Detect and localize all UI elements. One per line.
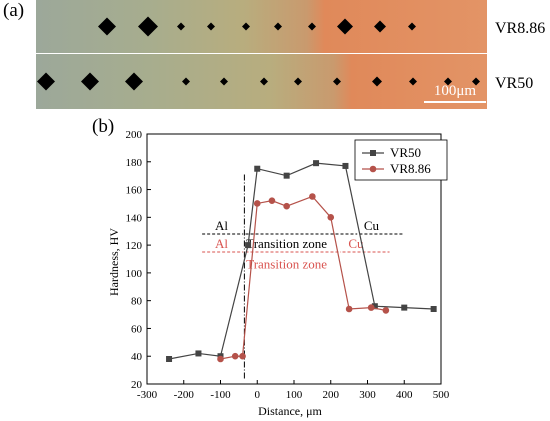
hardness-indent-mark (207, 22, 215, 31)
y-tick-label: 180 (126, 157, 143, 169)
micrograph-label-vr50: VR50 (495, 75, 534, 92)
data-point-vr50 (401, 304, 408, 311)
x-tick-label: 0 (255, 389, 261, 401)
legend-marker-vr886 (369, 165, 377, 173)
micrograph-label-vr886: VR8.86 (495, 20, 546, 37)
hardness-indent-mark (242, 22, 250, 31)
panel-label-a: (a) (3, 0, 25, 21)
y-tick-label: 100 (126, 268, 143, 280)
label-transition-black: Transition zone (246, 236, 327, 251)
label-cu-black: Cu (364, 218, 380, 233)
x-tick-label: 500 (433, 389, 450, 401)
data-point-vr50 (430, 306, 437, 312)
data-point-vr50 (245, 242, 252, 249)
hardness-indent-mark (125, 72, 143, 91)
hardness-indent-mark (372, 76, 382, 87)
data-point-vr50 (283, 172, 290, 179)
label-cu-red: Cu (348, 236, 364, 251)
y-tick-label: 140 (126, 212, 143, 224)
x-axis-label: Distance, μm (258, 404, 322, 418)
data-point-vr886 (239, 352, 246, 360)
hardness-indent-mark (81, 72, 99, 91)
data-point-vr886 (283, 202, 290, 210)
axis-ticks: -300 -200 -100 0 100 200 300 400 500 20 40 60 80 100 1… (126, 129, 450, 401)
hardness-indent-mark (274, 22, 282, 31)
panel-label-b: (b) (92, 116, 115, 137)
hardness-indent-mark (37, 72, 55, 91)
legend-box (354, 139, 448, 181)
data-point-vr50 (166, 356, 173, 362)
legend-marker-vr50 (370, 150, 376, 156)
y-tick-label: 120 (126, 240, 143, 252)
series-line-vr886 (220, 195, 386, 360)
scale-bar-label: 100μm (434, 83, 477, 99)
hardness-indent-mark (374, 20, 386, 33)
x-tick-label: 100 (286, 389, 303, 401)
y-tick-label: 160 (126, 185, 143, 197)
hardness-indent-mark (177, 22, 185, 31)
hardness-indent-mark (408, 22, 416, 31)
legend-label-vr886: VR8.86 (390, 161, 431, 176)
label-al-red: Al (215, 236, 228, 251)
hardness-indent-mark (138, 16, 158, 37)
hardness-indent-mark (182, 77, 190, 86)
legend-label-vr50: VR50 (390, 145, 421, 160)
hardness-indent-mark (220, 77, 228, 86)
y-axis-label: Hardness, HV (107, 228, 121, 296)
label-al-black: Al (215, 218, 228, 233)
series-layer (166, 160, 437, 363)
data-point-vr50 (195, 350, 202, 357)
data-point-vr886 (217, 355, 224, 363)
x-tick-label: -100 (210, 389, 231, 401)
x-tick-label: 200 (323, 389, 340, 401)
legend: VR50 VR8.86 (354, 139, 448, 181)
zone-annotations: Al Transition zone Cu Al Transition zone… (202, 174, 405, 379)
micrograph-vr886 (36, 0, 487, 53)
data-point-vr50 (342, 162, 349, 169)
micrograph-vr50: 100μm (36, 54, 487, 109)
hardness-indent-mark (333, 77, 341, 86)
x-tick-label: -200 (174, 389, 195, 401)
x-tick-label: -300 (137, 389, 158, 401)
x-tick-label: 300 (359, 389, 376, 401)
hardness-indent-mark (98, 17, 116, 36)
data-point-vr886 (268, 197, 276, 204)
data-point-vr50 (313, 160, 320, 167)
data-point-vr886 (309, 193, 316, 200)
hardness-indent-mark (294, 77, 302, 86)
y-tick-label: 80 (131, 296, 143, 308)
data-point-vr886 (231, 352, 239, 360)
y-tick-label: 20 (131, 379, 143, 391)
data-point-vr50 (254, 165, 261, 172)
micrograph-vr50-image: 100μm (36, 54, 487, 109)
data-point-vr886 (367, 304, 375, 311)
hardness-indent-mark (337, 18, 353, 35)
hardness-indent-mark (260, 77, 268, 86)
y-tick-label: 60 (131, 323, 143, 335)
data-point-vr886 (345, 305, 353, 313)
y-tick-label: 40 (131, 351, 143, 363)
data-point-vr886 (382, 307, 390, 314)
x-tick-label: 400 (396, 389, 413, 401)
hardness-indent-mark (472, 77, 480, 86)
hardness-indent-mark (409, 77, 417, 86)
data-point-vr886 (327, 214, 335, 221)
data-point-vr50 (371, 303, 378, 310)
label-transition-red: Transition zone (246, 257, 327, 272)
hardness-indent-mark (308, 22, 316, 31)
data-point-vr886 (253, 200, 261, 207)
micrograph-vr886-image (36, 0, 487, 53)
y-tick-label: 200 (126, 129, 143, 141)
hardness-indent-mark (444, 77, 452, 86)
